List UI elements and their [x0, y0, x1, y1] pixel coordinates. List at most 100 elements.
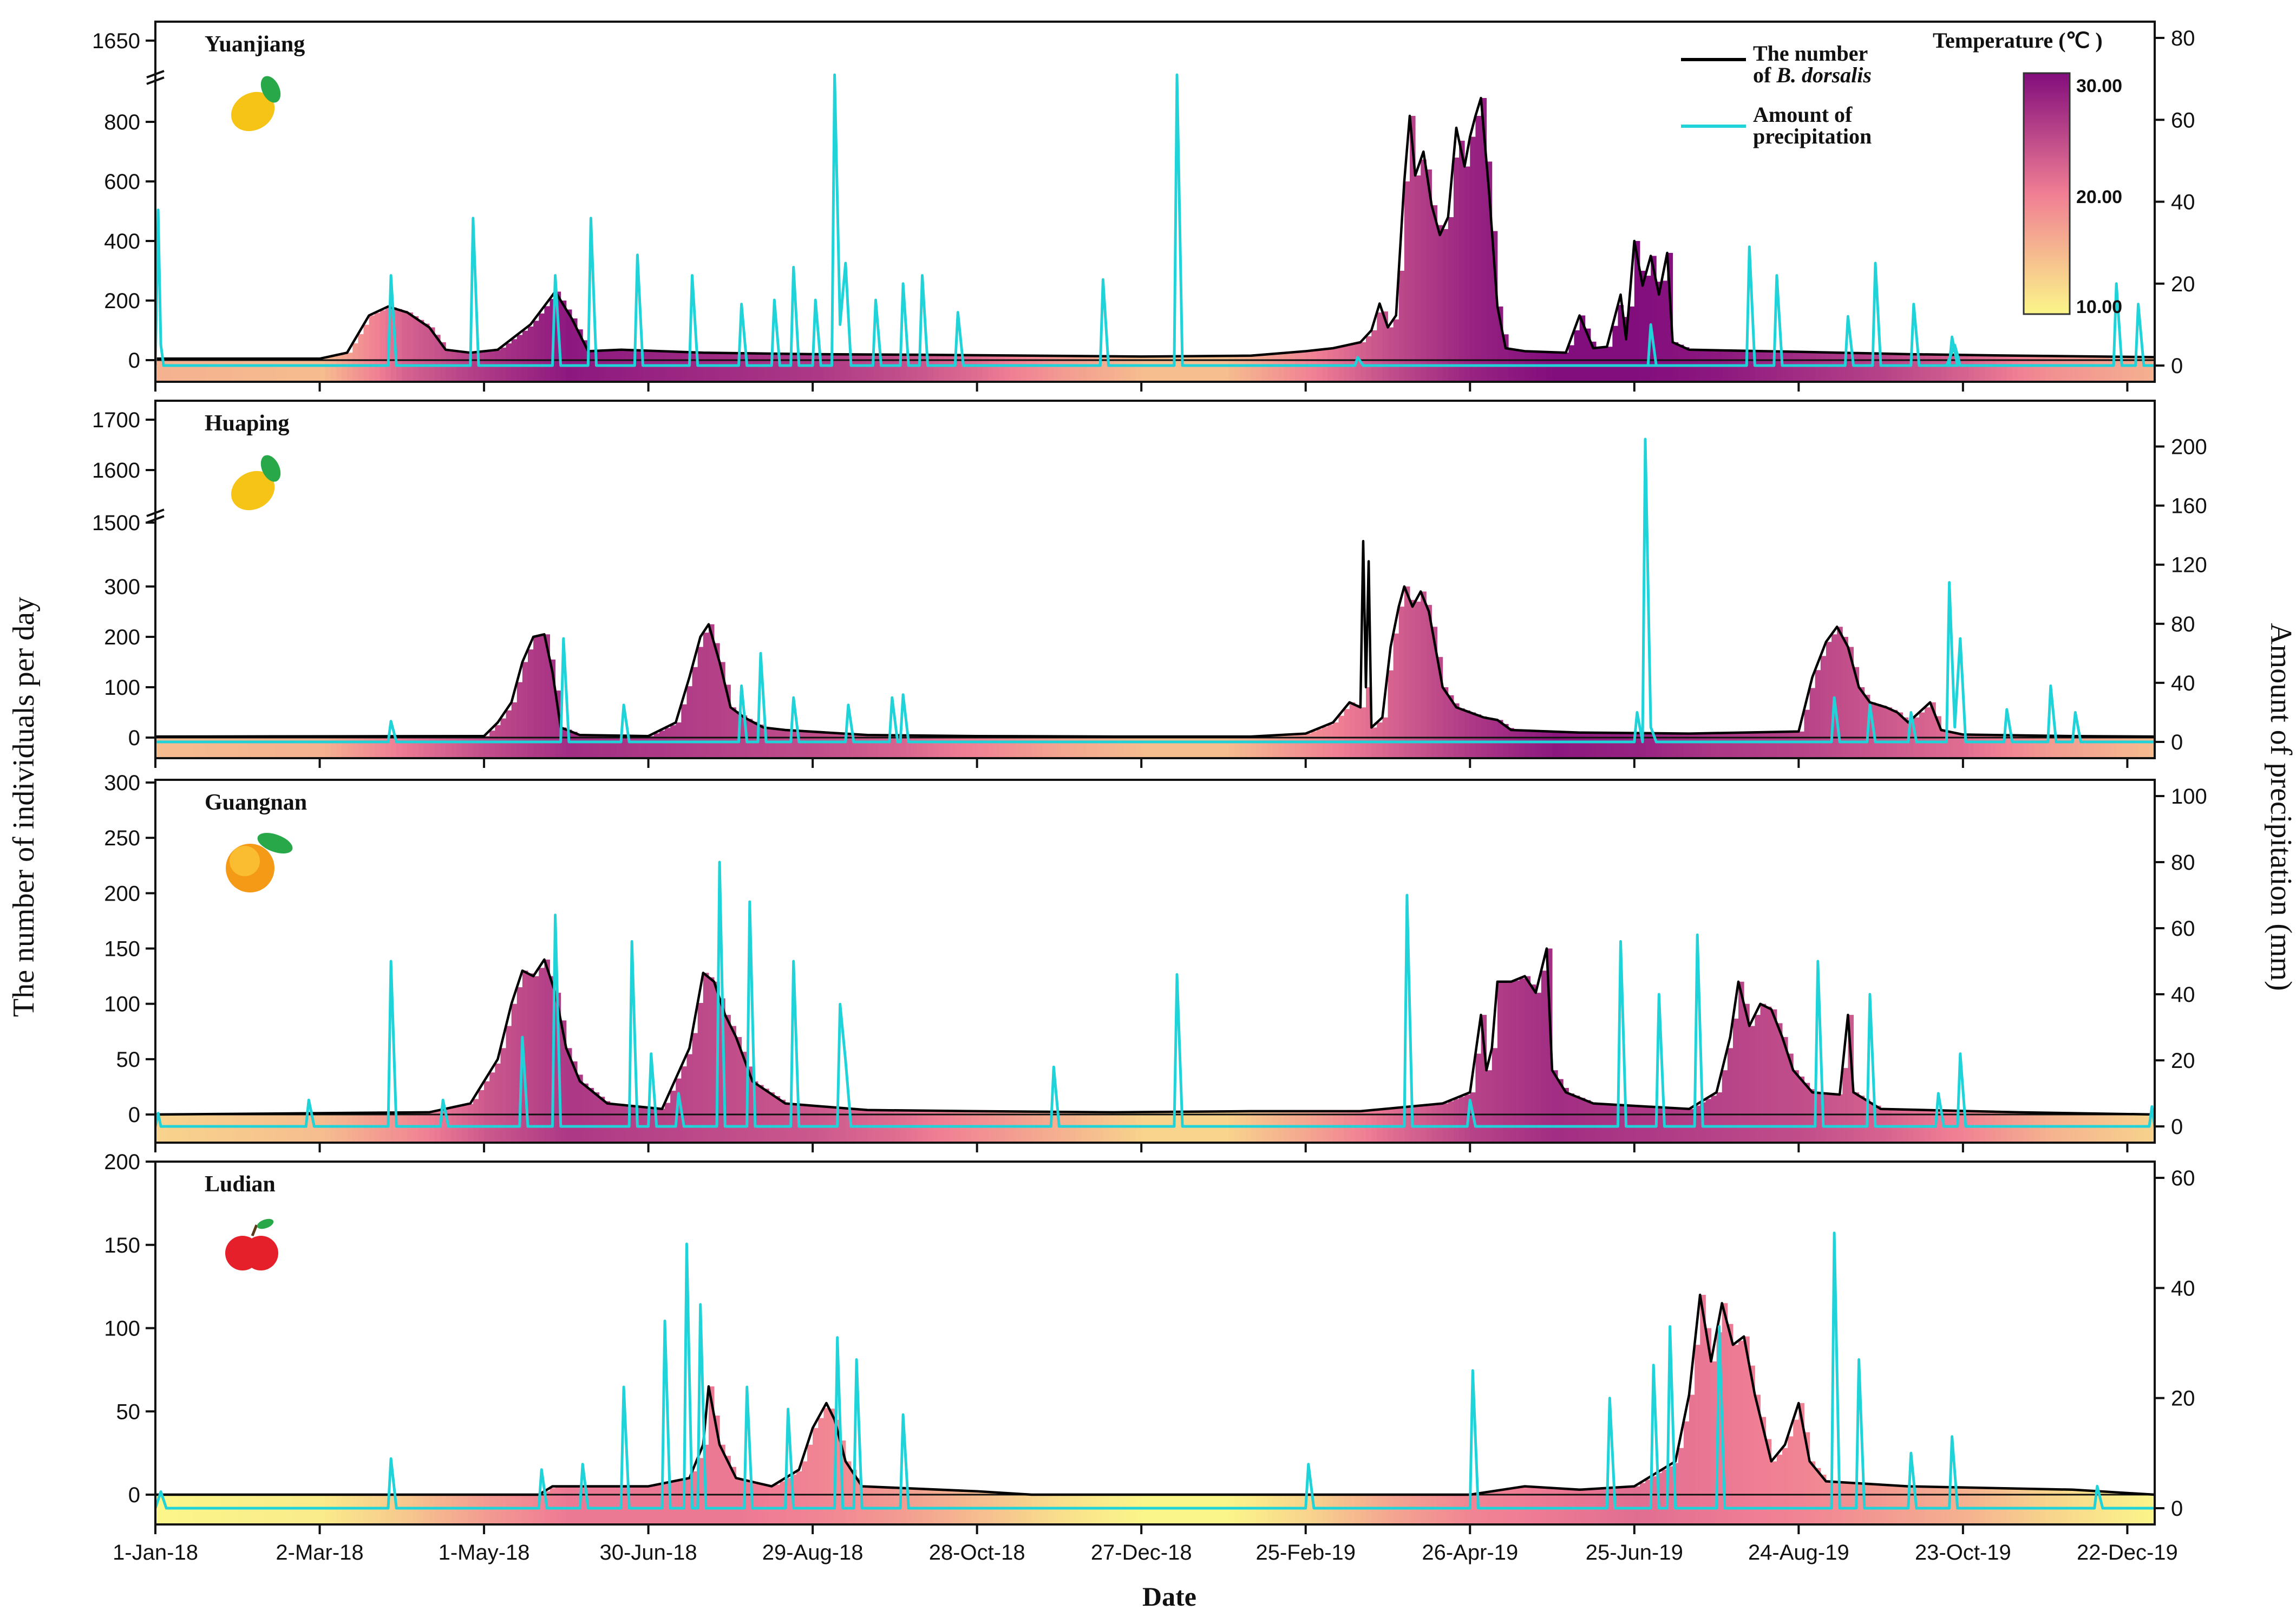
temp-band-segment	[1388, 360, 1394, 382]
count-area-segment	[2072, 1489, 2078, 1495]
count-area-segment	[2045, 356, 2051, 360]
panel-title: Yuanjiang	[205, 32, 305, 57]
temp-band-segment	[2056, 360, 2062, 382]
temp-band-segment	[1136, 738, 1142, 758]
temp-band-segment	[938, 738, 945, 758]
temp-band-segment	[911, 738, 917, 758]
count-area-segment	[1826, 352, 1832, 360]
count-area-segment	[834, 354, 841, 360]
temp-band-segment	[884, 1114, 890, 1143]
count-area-segment	[489, 731, 495, 738]
count-area-segment	[1601, 347, 1607, 360]
temp-band-segment	[1475, 1114, 1482, 1143]
temp-band-segment	[259, 738, 265, 758]
temp-band-segment	[1004, 360, 1010, 382]
temp-band-segment	[473, 1114, 479, 1143]
temp-band-segment	[2078, 360, 2084, 382]
count-area-segment	[927, 1110, 934, 1114]
count-area-segment	[1426, 1105, 1432, 1114]
count-area-segment	[560, 301, 567, 360]
temp-band-segment	[286, 360, 293, 382]
temp-band-segment	[692, 360, 698, 382]
temp-band-segment	[1136, 360, 1142, 382]
temp-band-segment	[1826, 360, 1832, 382]
count-area-segment	[1267, 354, 1273, 360]
count-area-segment	[697, 1003, 704, 1114]
temp-band-segment	[473, 738, 479, 758]
count-area-segment	[1618, 305, 1624, 360]
temp-band-segment	[1826, 1114, 1832, 1143]
temp-band-segment	[862, 1114, 868, 1143]
temp-band-segment	[303, 360, 309, 382]
temp-band-segment	[1492, 738, 1498, 758]
temp-band-segment	[1744, 1114, 1750, 1143]
count-area-segment	[1568, 1489, 1575, 1495]
temp-band-segment	[1881, 738, 1887, 758]
temp-band-segment	[1875, 1114, 1881, 1143]
count-area-segment	[971, 1111, 978, 1114]
temp-band-segment	[1667, 360, 1673, 382]
temp-band-segment	[747, 1114, 753, 1143]
temp-band-segment	[1097, 1114, 1103, 1143]
temp-band-segment	[292, 738, 298, 758]
temp-band-segment	[653, 1114, 660, 1143]
count-area-segment	[544, 634, 550, 738]
count-area-segment	[1793, 351, 1799, 360]
temp-band-segment	[1305, 360, 1312, 382]
temp-band-segment	[1327, 360, 1333, 382]
count-area-segment	[719, 353, 725, 360]
temp-band-segment	[664, 738, 671, 758]
count-area-segment	[1700, 1295, 1706, 1495]
count-area-segment	[1234, 355, 1240, 360]
temp-band-segment	[161, 360, 167, 382]
temp-band-segment	[385, 1114, 391, 1143]
count-area-segment	[1771, 732, 1777, 738]
count-area-segment	[807, 1105, 813, 1114]
temp-band-segment	[1590, 1114, 1597, 1143]
temp-band-segment	[1546, 1114, 1553, 1143]
temp-band-segment	[566, 1114, 572, 1143]
temp-band-segment	[1492, 360, 1498, 382]
count-area-segment	[878, 1110, 885, 1114]
temp-band-segment	[2029, 738, 2035, 758]
count-area-segment	[2127, 356, 2134, 360]
count-area-segment	[1497, 981, 1503, 1114]
count-area-segment	[1678, 733, 1684, 738]
temp-band-segment	[467, 1114, 474, 1143]
temp-band-segment	[1771, 360, 1777, 382]
y-tick-label: 200	[104, 625, 140, 649]
count-area-segment	[769, 1092, 775, 1114]
temp-band-segment	[1864, 360, 1870, 382]
y-tick-label: 800	[104, 110, 140, 134]
temp-band-segment	[1930, 738, 1936, 758]
count-area-segment	[1651, 1476, 1657, 1495]
count-area-segment	[1448, 217, 1454, 360]
count-area-segment	[1240, 1111, 1246, 1114]
count-area-segment	[1957, 1111, 1964, 1114]
count-area-segment	[686, 1054, 693, 1114]
temp-band-segment	[1514, 738, 1520, 758]
count-area-segment	[1908, 722, 1914, 738]
temp-band-segment	[511, 1114, 518, 1143]
temp-band-segment	[1180, 1114, 1186, 1143]
y-tick-label: 200	[104, 1150, 140, 1174]
count-area-segment	[2034, 356, 2040, 360]
temp-band-segment	[2138, 360, 2144, 382]
temp-band-segment	[1108, 360, 1115, 382]
count-area-segment	[911, 1488, 917, 1495]
temp-band-segment	[2143, 738, 2150, 758]
count-area-segment	[1913, 354, 1920, 360]
temp-band-segment	[938, 360, 945, 382]
y-tick-label: 100	[104, 1317, 140, 1341]
count-area-segment	[1081, 356, 1087, 360]
temp-band-segment	[1738, 360, 1744, 382]
temp-band-segment	[1886, 738, 1892, 758]
count-area-segment	[583, 735, 588, 738]
count-area-segment	[1919, 354, 1925, 360]
temp-band-segment	[1913, 360, 1920, 382]
temp-band-segment	[1322, 1114, 1328, 1143]
temp-band-segment	[237, 1114, 244, 1143]
temp-band-segment	[676, 1114, 682, 1143]
temp-band-segment	[697, 1114, 704, 1143]
temp-band-segment	[1804, 1114, 1810, 1143]
